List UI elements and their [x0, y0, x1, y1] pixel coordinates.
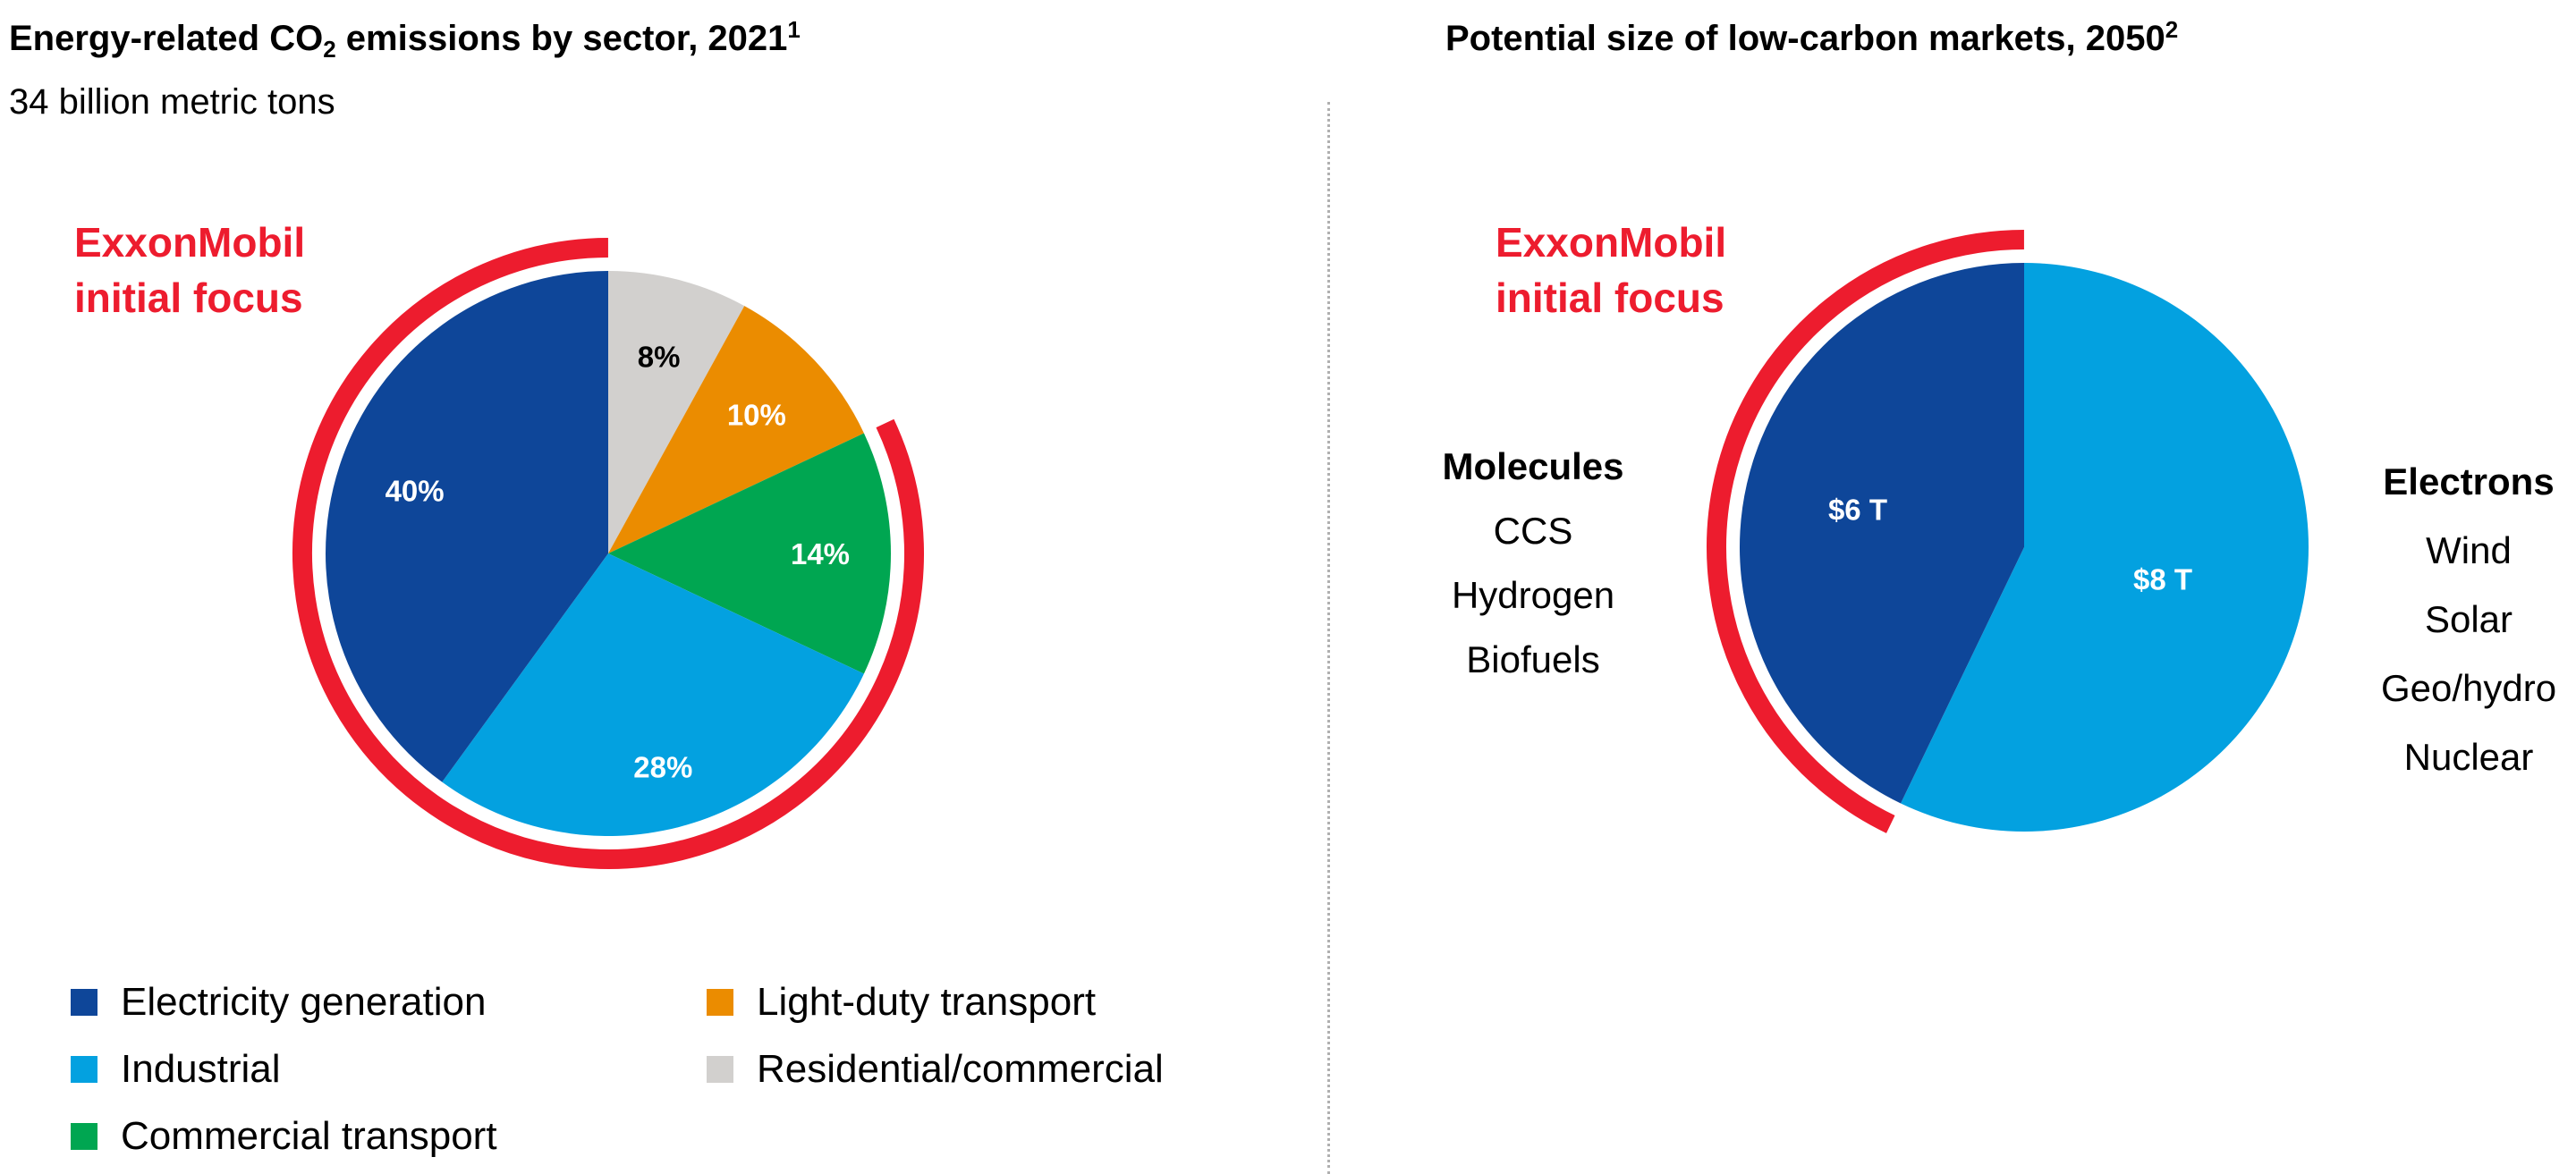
focus-highlight-ring: [1706, 230, 2024, 833]
pie-slice-electricity-generation: [325, 270, 608, 782]
legend-item-residential: Residential/commercial: [707, 1047, 1164, 1092]
chart-1-focus-label: ExxonMobil initial focus: [74, 215, 305, 325]
legend-swatch: [71, 1056, 97, 1083]
pie-slice-light-duty-transport: [608, 306, 864, 553]
chart-1-subtitle: 34 billion metric tons: [9, 82, 335, 122]
molecules-item: CCS: [1493, 510, 1573, 552]
slice-value-label: 10%: [727, 398, 786, 431]
chart-1-title: Energy-related CO2 emissions by sector, …: [9, 16, 801, 63]
legend-swatch: [71, 989, 97, 1016]
slice-value-label: 14%: [791, 537, 850, 570]
legend-label: Light-duty transport: [757, 980, 1097, 1024]
slice-value-label: $8 T: [2133, 562, 2192, 595]
electrons-item: Nuclear: [2403, 736, 2534, 778]
slice-value-label: $6 T: [1828, 494, 1887, 527]
electrons-item: Wind: [2426, 529, 2512, 571]
molecules-item: Biofuels: [1466, 638, 1600, 680]
pie-slice-industrial: [442, 553, 864, 837]
legend-item-light-duty: Light-duty transport: [707, 980, 1096, 1025]
focus-label-line-2: initial focus: [1496, 274, 1724, 321]
pie-slice-electrons: [1901, 263, 2309, 832]
slice-value-label: 8%: [638, 341, 681, 374]
section-divider: [1327, 102, 1330, 1174]
legend-label: Industrial: [121, 1047, 281, 1091]
pie-slice-commercial-transport: [608, 433, 891, 674]
legend-label: Commercial transport: [121, 1114, 497, 1158]
focus-label-line-1: ExxonMobil: [74, 219, 306, 266]
chart-2-title: Potential size of low-carbon markets, 20…: [1445, 16, 2179, 58]
legend-item-industrial: Industrial: [71, 1047, 281, 1092]
molecules-heading: Molecules: [1442, 445, 1624, 487]
electrons-heading: Electrons: [2383, 460, 2555, 503]
focus-label-line-1: ExxonMobil: [1496, 219, 1727, 266]
legend-swatch: [71, 1123, 97, 1150]
legend-item-commercial-transport: Commercial transport: [71, 1114, 497, 1159]
electrons-item: Geo/hydro: [2380, 667, 2557, 709]
molecules-group: Molecules CCS Hydrogen Biofuels: [1399, 435, 1667, 692]
slice-value-label: 40%: [386, 475, 445, 508]
slice-value-label: 28%: [633, 751, 692, 784]
legend-label: Residential/commercial: [757, 1047, 1164, 1091]
focus-highlight-ring: [292, 238, 924, 869]
legend-item-electricity: Electricity generation: [71, 980, 486, 1025]
legend-swatch: [707, 1056, 733, 1083]
chart-2-focus-label: ExxonMobil initial focus: [1496, 215, 1726, 325]
legend-label: Electricity generation: [121, 980, 487, 1024]
electrons-item: Solar: [2424, 598, 2513, 640]
pie-slice-residential-commercial: [608, 271, 745, 553]
legend-swatch: [707, 989, 733, 1016]
focus-label-line-2: initial focus: [74, 274, 303, 321]
electrons-group: Electrons Wind Solar Geo/hydro Nuclear: [2343, 447, 2576, 791]
pie-slice-molecules: [1739, 263, 2024, 804]
molecules-item: Hydrogen: [1451, 574, 1615, 616]
